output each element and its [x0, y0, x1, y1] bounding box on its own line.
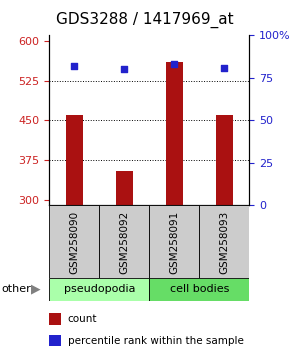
Bar [49, 335, 61, 346]
Bar [49, 278, 149, 301]
Bar [200, 205, 249, 278]
Bar [166, 62, 183, 205]
Bar [116, 171, 133, 205]
Text: percentile rank within the sample: percentile rank within the sample [68, 336, 243, 346]
Bar [49, 313, 61, 325]
Point [222, 65, 227, 70]
Bar [66, 115, 83, 205]
Bar [99, 205, 149, 278]
Text: GDS3288 / 1417969_at: GDS3288 / 1417969_at [56, 11, 234, 28]
Bar [149, 278, 249, 301]
Text: GSM258093: GSM258093 [220, 211, 229, 274]
Text: ▶: ▶ [31, 283, 41, 296]
Text: GSM258090: GSM258090 [69, 211, 79, 274]
Bar [49, 205, 99, 278]
Text: count: count [68, 314, 97, 324]
Point [122, 67, 127, 72]
Text: GSM258092: GSM258092 [119, 211, 129, 274]
Text: other: other [1, 284, 31, 294]
Point [172, 62, 177, 67]
Text: GSM258091: GSM258091 [169, 211, 179, 274]
Bar [149, 205, 200, 278]
Point [72, 63, 77, 69]
Text: cell bodies: cell bodies [170, 284, 229, 295]
Bar [216, 114, 233, 205]
Text: pseudopodia: pseudopodia [64, 284, 135, 295]
